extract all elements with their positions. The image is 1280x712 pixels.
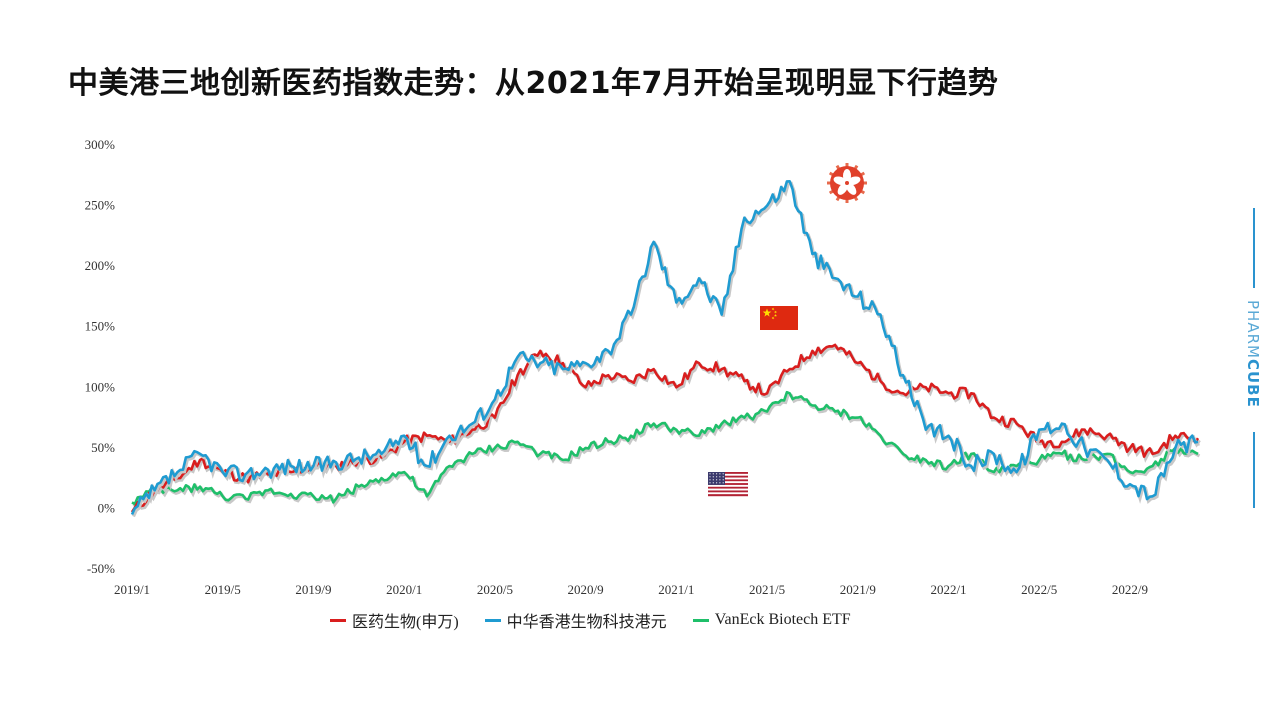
brand-divider-bottom [1253, 432, 1255, 508]
brand-divider-top [1253, 208, 1255, 288]
page-title: 中美港三地创新医药指数走势：从2021年7月开始呈现明显下行趋势 [68, 66, 999, 101]
legend-swatch-red [330, 618, 346, 622]
x-tick-label: 2022/5 [1021, 582, 1057, 597]
x-tick-label: 2019/5 [205, 582, 241, 597]
series-line [130, 343, 1200, 513]
legend-item-pharma: 医药生物(申万) [330, 608, 459, 632]
legend-item-vaneck: VanEck Biotech ETF [692, 608, 851, 632]
x-tick-label: 2019/1 [114, 582, 150, 597]
y-tick-label: 50% [91, 440, 115, 455]
series-line [130, 180, 1199, 516]
x-tick-label: 2020/9 [568, 582, 604, 597]
y-tick-label: 150% [85, 319, 116, 334]
series-line [131, 390, 1199, 506]
x-tick-label: 2022/1 [930, 582, 966, 597]
china-flag-icon [760, 306, 798, 330]
brand-logo: PHARMCUBE [1244, 300, 1264, 420]
x-tick-label: 2020/1 [386, 582, 422, 597]
legend-label: VanEck Biotech ETF [714, 611, 851, 628]
legend-item-hk-biotech: 中华香港生物科技港元 [484, 608, 667, 632]
legend-label: 医药生物(申万) [352, 614, 459, 631]
y-tick-label: 0% [98, 500, 116, 515]
y-tick-label: -50% [87, 561, 115, 576]
x-tick-label: 2021/1 [658, 582, 694, 597]
hong-kong-flag-icon [827, 163, 867, 203]
x-tick-label: 2019/9 [295, 582, 331, 597]
x-axis: 2019/1 2019/5 2019/9 2020/1 2020/5 2020/9 2021… [114, 582, 1148, 597]
series-lines [130, 180, 1201, 518]
y-tick-label: 100% [85, 379, 116, 394]
y-tick-label: 200% [85, 258, 116, 273]
x-tick-label: 2021/9 [840, 582, 876, 597]
legend-label: 中华香港生物科技港元 [506, 614, 667, 631]
y-axis: -50% 0% 50% 100% 150% 200% 250% 300% [85, 137, 116, 576]
brand-text-light: PHARM [1244, 300, 1262, 359]
chart-legend: 医药生物(申万) 中华香港生物科技港元 VanEck Biotech ETF [330, 608, 851, 632]
x-tick-label: 2021/5 [749, 582, 785, 597]
x-tick-label: 2020/5 [477, 582, 513, 597]
legend-swatch-blue [484, 618, 501, 622]
y-tick-label: 250% [85, 198, 116, 213]
series-shadow [132, 392, 1201, 509]
flag-annotations [708, 163, 867, 497]
y-tick-label: 300% [85, 137, 116, 152]
x-tick-label: 2022/9 [1112, 582, 1148, 597]
brand-text-bold: CUBE [1244, 358, 1262, 408]
usa-flag-icon [708, 472, 748, 497]
legend-swatch-green [692, 618, 709, 622]
